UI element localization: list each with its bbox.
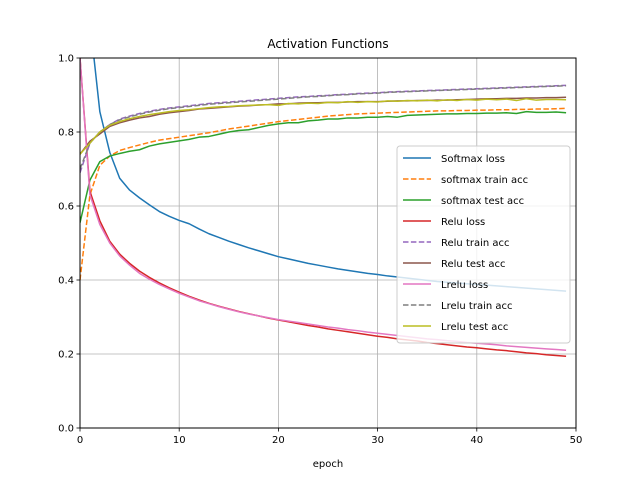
legend-label: Lrelu test acc <box>441 322 508 333</box>
series-line-lrelu-loss <box>80 58 567 352</box>
x-tick-label: 30 <box>371 435 384 446</box>
series-line-relu-train-acc <box>80 84 567 173</box>
y-tick-label: 0.2 <box>58 350 74 361</box>
series-line-relu-loss <box>80 58 567 357</box>
y-tick-label: 0.4 <box>58 276 74 287</box>
axis-ticks: 0 10 20 30 40 50 0.0 0.2 0.4 0.6 0.8 1.0 <box>58 54 582 447</box>
x-tick-label: 40 <box>470 435 483 446</box>
series-line-softmax-test-acc <box>80 110 567 223</box>
legend-label: Relu test acc <box>441 259 505 270</box>
legend-label: softmax train acc <box>441 175 528 186</box>
legend-label: Relu loss <box>441 217 485 228</box>
y-tick-label: 0.8 <box>58 128 74 139</box>
x-axis-label: epoch <box>313 459 343 470</box>
series-line-lrelu-train-acc <box>80 85 567 170</box>
legend-label: softmax test acc <box>441 196 524 207</box>
legend-label: Lrelu train acc <box>441 301 513 312</box>
series-line-softmax-train-acc <box>80 107 567 281</box>
y-tick-label: 0.6 <box>58 202 74 213</box>
legend-label: Softmax loss <box>441 154 505 165</box>
chart-title: Activation Functions <box>267 37 388 51</box>
x-tick-label: 0 <box>77 435 83 446</box>
x-tick-label: 20 <box>272 435 285 446</box>
legend-box <box>396 145 571 344</box>
series-lines <box>80 58 567 357</box>
y-tick-label: 1.0 <box>58 54 74 65</box>
plot-frame <box>79 57 577 429</box>
legend-label: Lrelu loss <box>441 280 488 291</box>
x-tick-label: 50 <box>570 435 583 446</box>
legend-label: Relu train acc <box>441 238 510 249</box>
legend: Softmax loss softmax train acc softmax tes… <box>396 145 571 344</box>
y-tick-label: 0.0 <box>58 424 74 435</box>
series-line-lrelu-test-acc <box>80 97 567 155</box>
x-tick-label: 10 <box>173 435 186 446</box>
